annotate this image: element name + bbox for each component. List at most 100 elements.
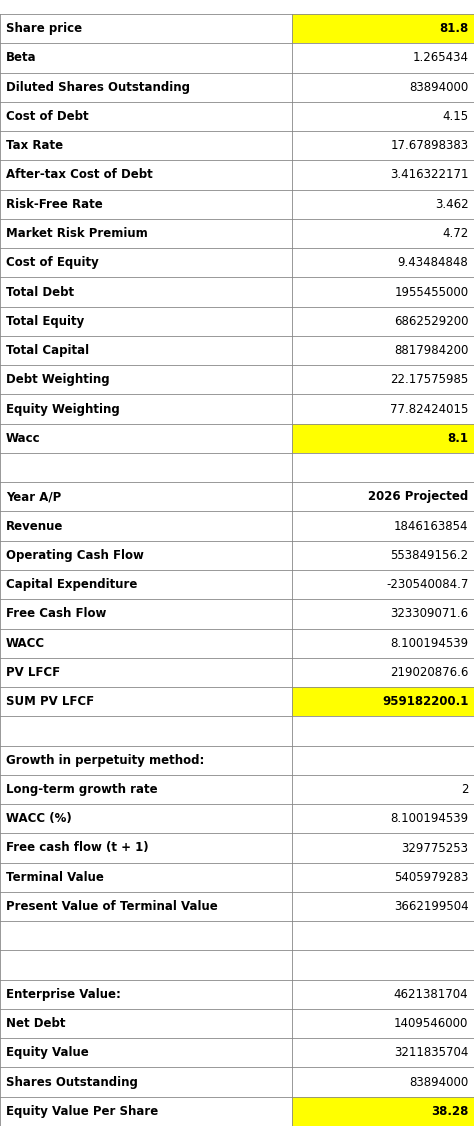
Text: 959182200.1: 959182200.1 — [382, 695, 468, 708]
Text: 1846163854: 1846163854 — [394, 520, 468, 532]
Bar — [292, 863, 474, 891]
Text: 8817984200: 8817984200 — [394, 344, 468, 357]
Bar — [292, 73, 474, 101]
Text: Present Value of Terminal Value: Present Value of Terminal Value — [6, 899, 218, 913]
Bar — [0, 1097, 292, 1126]
Bar — [0, 628, 292, 658]
Text: 17.67898383: 17.67898383 — [390, 139, 468, 152]
Bar — [0, 570, 292, 600]
Bar — [0, 891, 292, 921]
Text: WACC: WACC — [6, 636, 45, 650]
Bar — [292, 716, 474, 746]
Text: Equity Value Per Share: Equity Value Per Share — [6, 1105, 158, 1118]
Text: 8.100194539: 8.100194539 — [390, 812, 468, 825]
Bar — [292, 365, 474, 394]
Text: Market Risk Premium: Market Risk Premium — [6, 227, 147, 241]
Bar — [292, 658, 474, 687]
Text: 8.1: 8.1 — [447, 432, 468, 445]
Text: 1409546000: 1409546000 — [394, 1017, 468, 1031]
Text: Total Capital: Total Capital — [6, 344, 89, 357]
Bar — [0, 394, 292, 424]
Bar — [0, 219, 292, 249]
Text: Net Debt: Net Debt — [6, 1017, 65, 1031]
Text: 3211835704: 3211835704 — [394, 1047, 468, 1059]
Text: 219020876.6: 219020876.6 — [390, 666, 468, 679]
Bar — [0, 277, 292, 307]
Text: 22.17575985: 22.17575985 — [390, 373, 468, 386]
Text: 83894000: 83894000 — [409, 81, 468, 93]
Bar — [0, 365, 292, 394]
Text: 4.15: 4.15 — [442, 109, 468, 123]
Text: 2: 2 — [461, 783, 468, 796]
Text: Operating Cash Flow: Operating Cash Flow — [6, 548, 144, 562]
Bar — [292, 512, 474, 540]
Text: Equity Weighting: Equity Weighting — [6, 402, 119, 416]
Bar — [0, 43, 292, 73]
Bar — [0, 249, 292, 277]
Text: 3662199504: 3662199504 — [394, 899, 468, 913]
Bar — [292, 131, 474, 161]
Bar — [292, 1097, 474, 1126]
Bar — [0, 101, 292, 131]
Text: Total Equity: Total Equity — [6, 315, 84, 328]
Text: 38.28: 38.28 — [431, 1105, 468, 1118]
Text: WACC (%): WACC (%) — [6, 812, 72, 825]
Bar — [0, 687, 292, 716]
Text: Terminal Value: Terminal Value — [6, 871, 103, 884]
Text: PV LFCF: PV LFCF — [6, 666, 60, 679]
Bar — [292, 628, 474, 658]
Bar — [0, 189, 292, 219]
Text: 1.265434: 1.265434 — [412, 51, 468, 64]
Text: 5405979283: 5405979283 — [394, 871, 468, 884]
Text: 9.43484848: 9.43484848 — [398, 256, 468, 269]
Bar — [292, 746, 474, 775]
Bar — [292, 277, 474, 307]
Text: Growth in perpetuity method:: Growth in perpetuity method: — [6, 754, 204, 767]
Bar — [0, 979, 292, 1009]
Bar — [292, 540, 474, 570]
Text: Long-term growth rate: Long-term growth rate — [6, 783, 157, 796]
Text: 3.462: 3.462 — [435, 197, 468, 211]
Text: Capital Expenditure: Capital Expenditure — [6, 578, 137, 592]
Bar — [292, 189, 474, 219]
Bar — [0, 833, 292, 863]
Bar — [292, 307, 474, 336]
Bar — [292, 482, 474, 512]
Bar — [292, 101, 474, 131]
Bar — [0, 746, 292, 775]
Bar — [292, 394, 474, 424]
Bar — [0, 863, 292, 891]
Bar — [0, 482, 292, 512]
Text: Free Cash Flow: Free Cash Flow — [6, 608, 106, 620]
Text: Year A/P: Year A/P — [6, 490, 61, 504]
Text: 77.82424015: 77.82424015 — [390, 402, 468, 416]
Text: 2026 Projected: 2026 Projected — [368, 490, 468, 504]
Text: 329775253: 329775253 — [401, 841, 468, 855]
Text: 1955455000: 1955455000 — [394, 285, 468, 299]
Text: Total Debt: Total Debt — [6, 285, 74, 299]
Text: Cost of Equity: Cost of Equity — [6, 256, 99, 269]
Bar — [0, 658, 292, 687]
Text: After-tax Cost of Debt: After-tax Cost of Debt — [6, 169, 153, 181]
Text: Tax Rate: Tax Rate — [6, 139, 63, 152]
Bar — [0, 804, 292, 833]
Text: Equity Value: Equity Value — [6, 1047, 89, 1059]
Text: Enterprise Value:: Enterprise Value: — [6, 988, 120, 1001]
Text: Shares Outstanding: Shares Outstanding — [6, 1076, 137, 1089]
Text: 4.72: 4.72 — [442, 227, 468, 241]
Bar — [292, 600, 474, 628]
Bar — [0, 921, 292, 951]
Bar — [0, 424, 292, 453]
Bar — [0, 775, 292, 804]
Text: Free cash flow (t + 1): Free cash flow (t + 1) — [6, 841, 148, 855]
Bar — [292, 951, 474, 979]
Text: -230540084.7: -230540084.7 — [386, 578, 468, 592]
Bar — [292, 424, 474, 453]
Bar — [0, 14, 292, 43]
Bar — [0, 453, 292, 482]
Text: 81.8: 81.8 — [439, 22, 468, 35]
Bar — [292, 336, 474, 365]
Bar — [292, 570, 474, 600]
Text: Wacc: Wacc — [6, 432, 40, 445]
Bar — [292, 804, 474, 833]
